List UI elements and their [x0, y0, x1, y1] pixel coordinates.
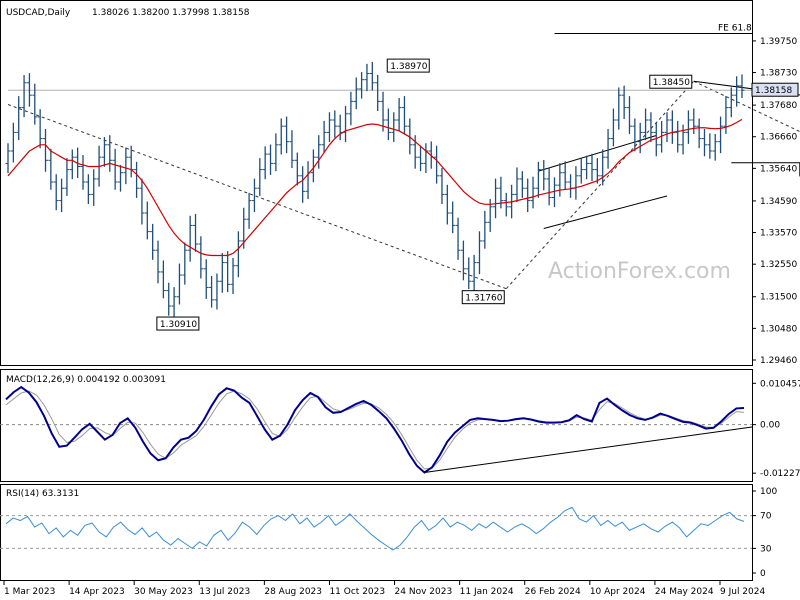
- channel-lower: [543, 195, 668, 230]
- price-axis: 1.39750 1.38730 1.37680 1.36660 1.35640 1.345…: [752, 37, 797, 366]
- annotation-label: 1.38970: [390, 62, 427, 72]
- chart-symbol-label: USDCAD,Daily: [6, 8, 71, 18]
- price-tick-label: 1.37680: [760, 101, 797, 111]
- time-tick-label: 9 Jul 2024: [720, 587, 765, 597]
- rsi-line: [5, 506, 745, 551]
- macd-panel-frame: [0, 369, 753, 482]
- chart-ohlc-label: 1.38026 1.38200 1.37998 1.38158: [92, 8, 250, 18]
- price-tick-label: 1.36660: [760, 133, 797, 143]
- trendlines: [7, 32, 800, 290]
- macd-title: MACD(12,26,9) 0.004192 0.003091: [6, 375, 166, 385]
- macd-signal-line: [5, 390, 745, 470]
- annotation-box: [156, 316, 200, 331]
- macd-line: [5, 385, 745, 474]
- annotation-box: [386, 58, 430, 73]
- dashed-projection: [505, 80, 695, 290]
- rsi-tick-label: 0: [760, 569, 766, 579]
- last-price-label: 1.38158: [755, 86, 792, 96]
- time-tick-label: 11 Jan 2024: [460, 587, 514, 597]
- rsi-tick-label: 70: [760, 512, 772, 522]
- annotation-box: [461, 290, 505, 305]
- time-tick-label: 30 May 2023: [134, 587, 193, 597]
- fe-label: FE 61.8: [718, 23, 752, 33]
- time-tick-label: 14 Apr 2023: [69, 587, 125, 597]
- macd-trendline: [424, 426, 753, 473]
- rsi-tick-label: 30: [760, 544, 772, 554]
- price-panel-frame: [0, 0, 753, 366]
- annotation-box: [649, 74, 693, 89]
- macd-tick-label: 0.010457: [760, 379, 800, 389]
- price-tick-label: 1.31500: [760, 293, 797, 303]
- dashed-trendline: [7, 104, 507, 290]
- ma-line: [7, 118, 743, 257]
- rsi-indicator: 100 70 30 0: [0, 487, 777, 579]
- time-tick-label: 10 Apr 2024: [590, 587, 646, 597]
- time-tick-label: 13 Jul 2023: [199, 587, 250, 597]
- price-tick-label: 1.33570: [760, 229, 797, 239]
- moving-average: [7, 118, 743, 257]
- time-tick-label: 28 Aug 2023: [264, 587, 322, 597]
- time-tick-label: 1 Mar 2023: [4, 587, 55, 597]
- price-bars: [5, 62, 745, 318]
- time-tick-label: 26 Feb 2024: [525, 587, 581, 597]
- annotation-label: 1.31760: [465, 294, 502, 304]
- price-tick-label: 1.34590: [760, 197, 797, 207]
- price-tick-label: 1.35640: [760, 164, 797, 174]
- rsi-tick-label: 100: [760, 487, 777, 497]
- annotation-label: 1.38450: [653, 78, 690, 88]
- annotation-label: 1.30910: [160, 320, 197, 330]
- time-axis: 1 Mar 2023 14 Apr 2023 30 May 2023 13 Jul 2…: [3, 581, 765, 597]
- rsi-title: RSI(14) 63.3131: [6, 489, 79, 499]
- time-tick-label: 11 Oct 2023: [329, 587, 385, 597]
- macd-tick-label: 0.00: [760, 421, 780, 431]
- rsi-panel-frame: [0, 484, 753, 581]
- macd-indicator: 0.010457 0.00 -0.012276: [0, 379, 800, 479]
- last-price-tag: [751, 82, 799, 97]
- price-tick-label: 1.32550: [760, 260, 797, 270]
- price-tick-label: 1.30480: [760, 324, 797, 334]
- macd-tick-label: -0.012276: [760, 469, 800, 479]
- time-tick-label: 24 Nov 2023: [395, 587, 453, 597]
- price-tick-label: 1.38730: [760, 69, 797, 79]
- watermark: ActionForex.com: [548, 259, 731, 284]
- price-tick-label: 1.39750: [760, 37, 797, 47]
- time-tick-label: 24 May 2024: [655, 587, 714, 597]
- price-tick-label: 1.29460: [760, 356, 797, 366]
